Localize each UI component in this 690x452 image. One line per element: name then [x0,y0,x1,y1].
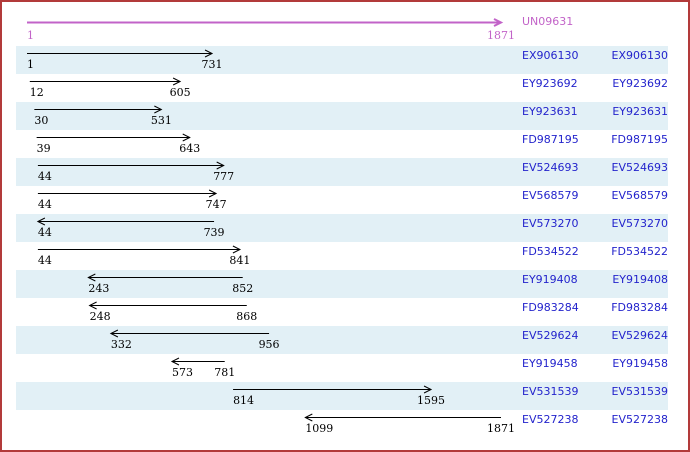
accession-link[interactable]: EV568579 [522,189,579,202]
accession-link[interactable]: EY919408 [522,273,578,286]
sequence-end-coordinate: 643 [179,142,201,155]
sequence-start-coordinate: 814 [233,394,255,407]
accession-link-secondary[interactable]: EV568579 [611,189,668,202]
accession-link[interactable]: EV527238 [522,413,579,426]
sequence-end-coordinate: 956 [258,338,280,351]
accession-link-secondary[interactable]: EV524693 [611,161,668,174]
sequence-end-coordinate: 739 [203,226,225,239]
sequence-row: 44 777 EV524693 EV524693 [2,158,688,186]
sequence-row: 44 739 EV573270 EV573270 [2,214,688,242]
sequence-start-coordinate: 573 [171,366,193,379]
accession-link[interactable]: EV531539 [522,385,579,398]
accession-link-secondary[interactable]: FD983284 [611,301,668,314]
cluster-end-coordinate: 1871 [487,29,515,42]
sequence-end-coordinate: 852 [232,282,254,295]
sequence-start-coordinate: 44 [37,226,52,239]
sequence-end-coordinate: 777 [213,170,235,183]
cluster-label: UN09631 [522,15,574,28]
sequence-start-coordinate: 44 [37,198,52,211]
accession-link-secondary[interactable]: FD534522 [611,245,668,258]
sequence-row: 1099 1871 EV527238 EV527238 [2,410,688,438]
sequence-row: 44 841 FD534522 FD534522 [2,242,688,270]
sequence-row: 44 747 EV568579 EV568579 [2,186,688,214]
sequence-start-coordinate: 332 [110,338,132,351]
sequence-start-coordinate: 248 [89,310,111,323]
sequence-row: 332 956 EV529624 EV529624 [2,326,688,354]
sequence-end-coordinate: 1595 [417,394,446,407]
sequence-start-coordinate: 12 [29,86,44,99]
accession-link-secondary[interactable]: EV573270 [611,217,668,230]
accession-link[interactable]: EX906130 [522,49,579,62]
sequence-row: 248 868 FD983284 FD983284 [2,298,688,326]
sequence-start-coordinate: 44 [37,170,52,183]
sequence-start-coordinate: 30 [34,114,49,127]
sequence-row: 12 605 EY923692 EY923692 [2,74,688,102]
sequence-start-coordinate: 44 [37,254,52,267]
accession-link-secondary[interactable]: EX906130 [611,49,668,62]
accession-link[interactable]: EY919458 [522,357,578,370]
sequence-end-coordinate: 605 [169,86,191,99]
sequence-row: 39 643 FD987195 FD987195 [2,130,688,158]
sequence-start-coordinate: 1 [27,58,34,71]
cluster-band: 1 1871 UN09631 [2,2,688,46]
accession-link-secondary[interactable]: EY919408 [612,273,668,286]
accession-link[interactable]: EV529624 [522,329,579,342]
sequence-row: 30 531 EY923631 EY923631 [2,102,688,130]
sequence-end-coordinate: 868 [236,310,258,323]
sequence-start-coordinate: 39 [36,142,51,155]
accession-link-secondary[interactable]: EV529624 [611,329,668,342]
sequence-row: 1 731 EX906130 EX906130 [2,46,688,74]
accession-link[interactable]: EV524693 [522,161,579,174]
accession-link-secondary[interactable]: EV527238 [611,413,668,426]
accession-link-secondary[interactable]: FD987195 [611,133,668,146]
accession-link[interactable]: FD987195 [522,133,579,146]
cluster-start-coordinate: 1 [27,29,34,42]
sequence-start-coordinate: 1099 [305,422,334,435]
sequence-end-coordinate: 531 [150,114,172,127]
accession-link[interactable]: FD534522 [522,245,579,258]
accession-link[interactable]: EY923631 [522,105,578,118]
accession-link-secondary[interactable]: EY919458 [612,357,668,370]
sequence-end-coordinate: 731 [201,58,223,71]
sequence-start-coordinate: 243 [88,282,110,295]
sequence-end-coordinate: 747 [205,198,227,211]
sequence-end-coordinate: 781 [214,366,236,379]
sequence-end-coordinate: 841 [229,254,251,267]
accession-link-secondary[interactable]: EV531539 [611,385,668,398]
accession-link[interactable]: FD983284 [522,301,579,314]
sequence-end-coordinate: 1871 [487,422,515,435]
accession-link[interactable]: EY923692 [522,77,578,90]
accession-link[interactable]: EV573270 [522,217,579,230]
sequence-row: 573 781 EY919458 EY919458 [2,354,688,382]
accession-link-secondary[interactable]: EY923692 [612,77,668,90]
sequence-row: 814 1595 EV531539 EV531539 [2,382,688,410]
accession-link-secondary[interactable]: EY923631 [612,105,668,118]
sequence-row: 243 852 EY919408 EY919408 [2,270,688,298]
